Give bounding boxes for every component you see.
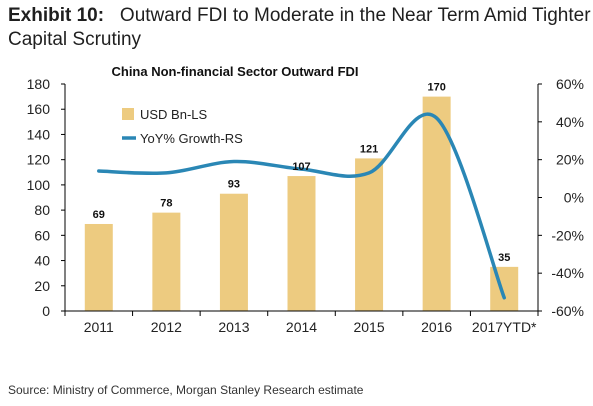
chart-legend: USD Bn-LS YoY% Growth-RS — [122, 107, 243, 146]
y-right-tick-label: -60% — [551, 303, 584, 319]
y-left-tick-label: 100 — [27, 177, 51, 193]
y-left-tick-label: 140 — [27, 126, 51, 142]
exhibit-title-line-2: Capital Scrutiny — [8, 29, 142, 50]
y-left-tick-label: 80 — [34, 202, 50, 218]
y-left-tick-label: 20 — [34, 278, 50, 294]
line-layer — [97, 112, 506, 300]
y-left-tick-label: 160 — [27, 101, 51, 117]
legend-bar-swatch — [122, 108, 134, 120]
y-left-tick-label: 40 — [34, 253, 50, 269]
exhibit-header: Exhibit 10: Outward FDI to Moderate in t… — [8, 4, 591, 52]
data-label: 121 — [360, 143, 378, 155]
y-right-tick-label: 20% — [556, 152, 584, 168]
chart-title: China Non-financial Sector Outward FDI — [111, 64, 358, 79]
exhibit-label: Exhibit 10: — [8, 5, 105, 26]
x-tick-label: 2017YTD* — [472, 319, 537, 335]
labels-layer: 69 78 93 107 121 170 35 — [93, 82, 511, 264]
y-left-tick-label: 0 — [42, 303, 50, 319]
x-tick-label: 2011 — [84, 319, 114, 335]
bars-layer — [84, 96, 519, 311]
data-label: 78 — [160, 198, 172, 210]
data-label: 107 — [292, 161, 310, 173]
legend-line-label: YoY% Growth-RS — [140, 131, 243, 146]
axes-layer: 2011 2012 2013 2014 2015 2016 2017YTD* 0 20 40 60 8… — [27, 76, 584, 335]
y-right-tick-label: 0% — [564, 190, 584, 206]
y-left-tick-label: 120 — [27, 152, 51, 168]
data-label: 69 — [93, 209, 105, 221]
y-right-tick-label: -20% — [551, 227, 584, 243]
legend-bar-label: USD Bn-LS — [140, 107, 208, 122]
y-left-tick-label: 60 — [34, 227, 50, 243]
outward-fdi-chart: 2011 2012 2013 2014 2015 2016 2017YTD* 0 20 40 60 8… — [27, 64, 584, 335]
x-tick-label: 2014 — [286, 319, 317, 335]
exhibit-title-line-1: Exhibit 10: Outward FDI to Moderate in t… — [8, 4, 591, 28]
x-tick-label: 2016 — [421, 319, 452, 335]
bar — [287, 176, 316, 311]
yoy-growth-line — [97, 112, 506, 300]
bar — [84, 223, 113, 311]
x-tick-label: 2015 — [353, 319, 384, 335]
bar — [152, 212, 181, 311]
data-label: 35 — [498, 252, 510, 264]
y-right-tick-label: -40% — [551, 265, 584, 281]
y-left-tick-label: 180 — [27, 76, 51, 92]
data-label: 170 — [427, 82, 445, 94]
y-right-tick-label: 40% — [556, 114, 584, 130]
x-tick-label: 2012 — [151, 319, 182, 335]
bar — [355, 158, 384, 311]
bar — [490, 266, 519, 311]
exhibit-title: Outward FDI to Moderate in the Near Term… — [119, 5, 591, 26]
x-tick-label: 2013 — [218, 319, 249, 335]
y-right-tick-label: 60% — [556, 76, 584, 92]
data-label: 93 — [228, 179, 240, 191]
source-note: Source: Ministry of Commerce, Morgan Sta… — [8, 383, 364, 397]
bar — [219, 193, 248, 311]
